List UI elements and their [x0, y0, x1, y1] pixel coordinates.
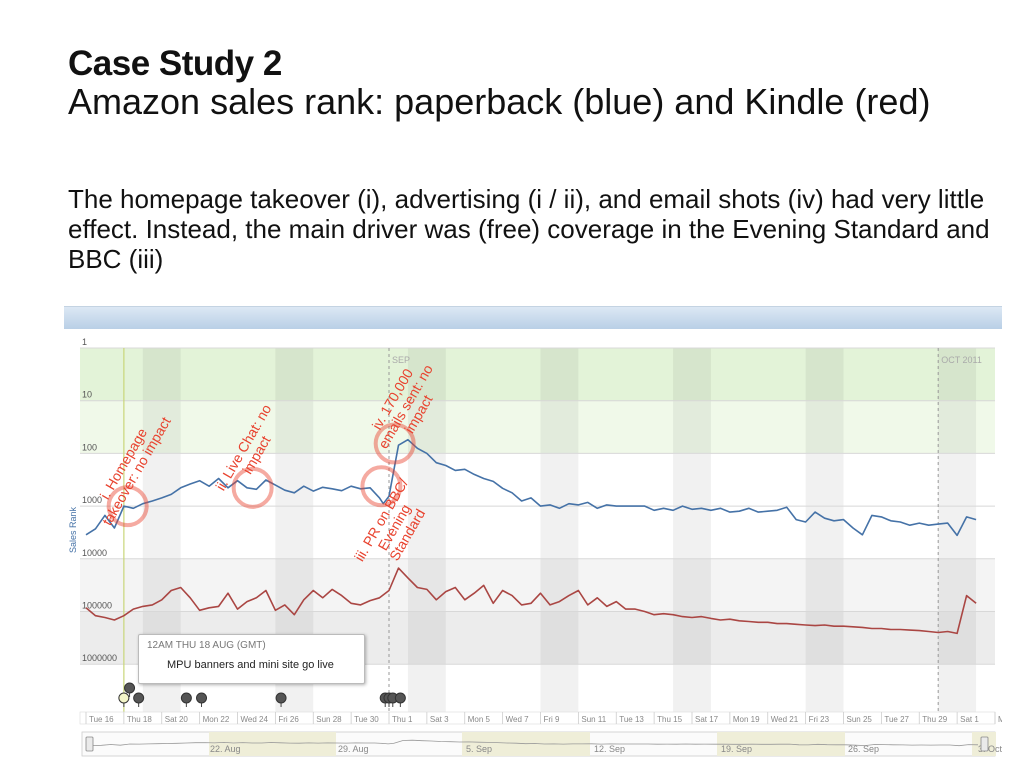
y-tick-label: 1	[82, 337, 87, 347]
x-tick-label: Sun 25	[847, 715, 873, 724]
x-tick-label: Sat 1	[960, 715, 979, 724]
navigator-label: 26. Sep	[848, 744, 879, 754]
event-pin	[180, 692, 192, 704]
chart-area: 1 10 100 1000 10000 100000 1000000 Sales Rank SE…	[64, 330, 1014, 768]
annotation-circle-ii	[231, 466, 274, 509]
x-tick-label: Wed 24	[241, 715, 269, 724]
navigator-week-band-0	[209, 732, 336, 756]
slide-body: The homepage takeover (i), advertising (…	[68, 184, 990, 274]
x-tick-label: Mon	[998, 715, 1002, 724]
weekend-shade-6	[938, 348, 977, 712]
x-tick-label: Sat 3	[430, 715, 449, 724]
event-pin	[275, 692, 287, 704]
slide-title: Case Study 2	[68, 44, 282, 83]
y-tick-label: 100	[82, 442, 97, 452]
y-tick-label: 10000	[82, 548, 107, 558]
y-tick-label: 1000000	[82, 653, 117, 663]
rank-band-3	[80, 558, 995, 612]
y-tick-label: 100000	[82, 601, 112, 611]
x-tick-label: Thu 18	[127, 715, 152, 724]
x-tick-label: Wed 21	[771, 715, 799, 724]
rank-band-1	[80, 400, 995, 454]
x-tick-label: Wed 7	[506, 715, 530, 724]
x-tick-label: Sat 20	[165, 715, 189, 724]
y-axis-label: Sales Rank	[68, 506, 78, 553]
navigator-label: 19. Sep	[721, 744, 752, 754]
paperback-series-line	[85, 438, 977, 537]
rank-band-0	[80, 348, 995, 401]
month-marker-label: OCT 2011	[941, 355, 982, 365]
slide-subtitle: Amazon sales rank: paperback (blue) and …	[68, 81, 931, 122]
navigator-handle-right	[980, 736, 989, 752]
x-tick-label: Mon 19	[733, 715, 760, 724]
x-tick-label: Thu 1	[392, 715, 413, 724]
navigator-label: 3. Oct	[978, 744, 1002, 754]
weekend-shade-4	[673, 348, 711, 712]
navigator-label: 22. Aug	[210, 744, 241, 754]
x-tick-label: Sun 11	[581, 715, 606, 724]
y-tick-label: 10	[82, 390, 92, 400]
annotation-circle-iv	[373, 422, 416, 465]
x-tick-label: Mon 22	[203, 715, 230, 724]
weekend-shade-2	[407, 348, 446, 712]
x-tick-label: Thu 15	[657, 715, 682, 724]
x-tick-label: Tue 27	[884, 715, 909, 724]
tooltip-text: MPU banners and mini site go live	[167, 659, 334, 671]
x-tick-label: Tue 30	[354, 715, 379, 724]
chart-header-bar	[64, 306, 1002, 329]
kindle-series-line	[85, 567, 977, 635]
event-pin	[394, 692, 406, 704]
x-tick-label: Fri 9	[544, 715, 561, 724]
weekend-shade-5	[805, 348, 844, 712]
event-pin	[118, 692, 130, 704]
navigator-label: 29. Aug	[338, 744, 369, 754]
tooltip-time: 12AM THU 18 AUG (GMT)	[147, 640, 266, 651]
annotation-circle-i	[106, 485, 149, 528]
x-tick-label: Sat 17	[695, 715, 719, 724]
navigator-handle-left	[85, 736, 94, 752]
month-marker-label: SEP	[392, 355, 410, 365]
navigator-trace	[91, 739, 979, 747]
sales-rank-chart: 1 10 100 1000 10000 100000 1000000 Sales Rank SE…	[68, 337, 1014, 757]
event-pin	[133, 692, 145, 704]
weekend-shade-3	[540, 348, 579, 712]
navigator-label: 5. Sep	[466, 744, 492, 754]
event-tooltip: 12AM THU 18 AUG (GMT) MPU banners and mi…	[138, 634, 365, 684]
x-tick-label: Fri 26	[278, 715, 299, 724]
x-tick-label: Mon 5	[468, 715, 491, 724]
annotation-circle-iii	[360, 465, 403, 508]
y-tick-label: 1000	[82, 495, 102, 505]
x-tick-label: Tue 16	[89, 715, 114, 724]
navigator-label: 12. Sep	[594, 744, 625, 754]
x-tick-label: Thu 29	[922, 715, 947, 724]
x-tick-label: Sun 28	[316, 715, 342, 724]
x-tick-label: Fri 23	[809, 715, 830, 724]
event-pin	[124, 682, 136, 694]
x-tick-label: Tue 13	[619, 715, 644, 724]
event-pin	[196, 692, 208, 704]
